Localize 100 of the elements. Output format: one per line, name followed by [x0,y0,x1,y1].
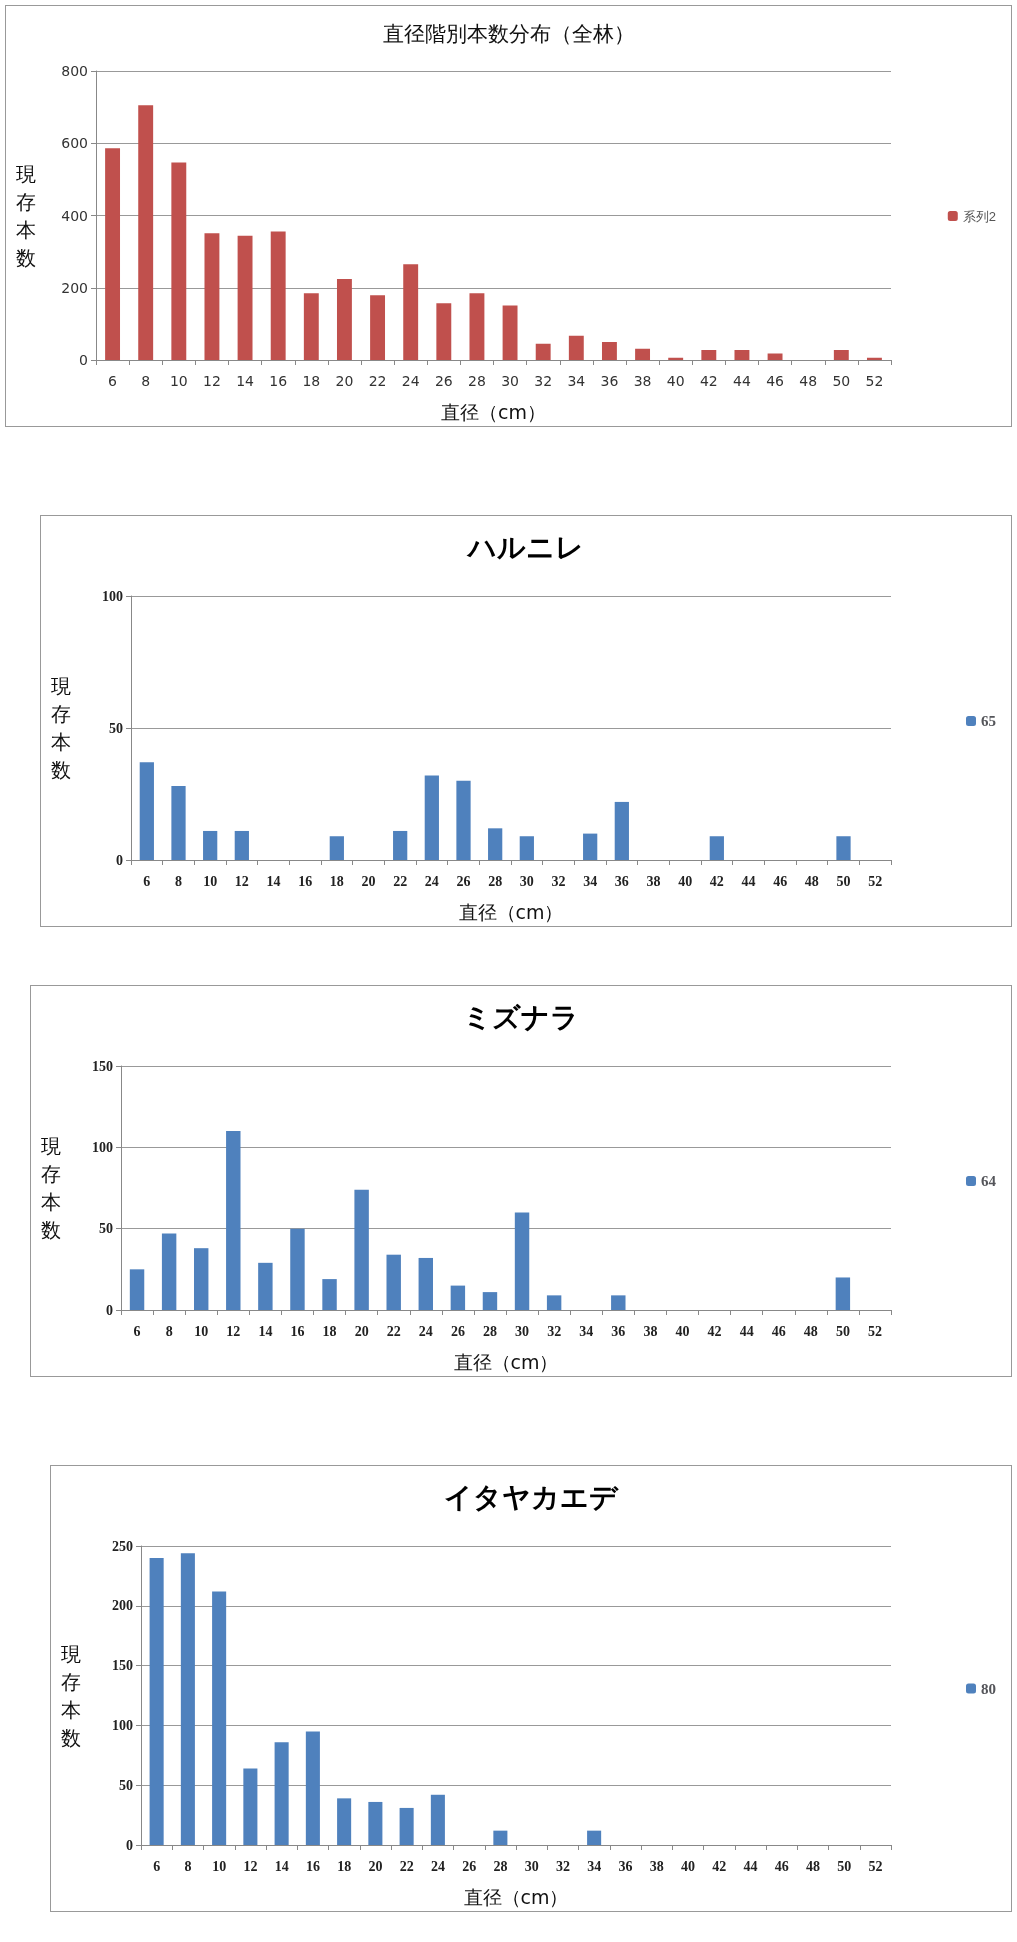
x-tick-label: 16 [290,1323,305,1339]
y-tick-label: 50 [109,720,123,736]
bar [336,279,352,360]
y-tick-label: 0 [126,1837,133,1853]
x-tick-label: 38 [643,1323,658,1339]
x-tick-label: 38 [646,873,661,889]
x-tick-label: 18 [302,373,321,389]
bar [568,335,584,360]
y-tick-label: 50 [119,1777,133,1793]
x-tick-label: 14 [274,1858,289,1874]
y-tick-label: 100 [112,1717,133,1733]
x-tick-label: 14 [258,1323,273,1339]
x-tick-label: 46 [766,373,785,389]
x-tick-label: 36 [618,1858,633,1874]
bar [668,357,684,360]
bar [488,828,503,860]
x-tick-label: 20 [368,1858,383,1874]
x-tick-label: 34 [587,1858,602,1874]
x-tick-label: 38 [633,373,652,389]
x-tick-label: 42 [699,373,718,389]
x-tick-label: 52 [868,873,883,889]
x-tick-label: 28 [488,873,503,889]
x-tick-label: 8 [175,873,182,889]
x-tick-label: 44 [733,373,751,389]
x-tick-label: 44 [743,1858,758,1874]
x-tick-label: 30 [515,1323,530,1339]
bar [424,775,439,860]
bar [337,1798,352,1845]
x-tick-label: 26 [450,1323,465,1339]
y-tick-label: 400 [61,207,88,224]
bar [493,1830,508,1845]
y-tick-label: 800 [61,63,88,79]
x-tick-label: 28 [468,373,486,389]
x-tick-label: 18 [322,1323,337,1339]
bar [305,1731,320,1845]
chart-title: 直径階別本数分布（全林） [382,22,635,45]
bar [322,1279,337,1310]
bar [519,836,534,860]
bar [835,1277,851,1310]
bar [204,233,220,360]
chart-title: ハルニレ [466,531,584,563]
y-tick-label: 0 [106,1302,113,1318]
y-tick-label: 100 [92,1139,113,1155]
chart-title: イタヤカエデ [444,1481,619,1513]
bar [270,231,286,360]
x-tick-label: 12 [234,873,249,889]
x-tick-label: 42 [712,1858,727,1874]
x-tick-label: 32 [547,1323,562,1339]
bar [370,295,386,360]
x-tick-label: 44 [741,873,756,889]
bar [212,1591,227,1845]
bar [450,1285,466,1310]
x-tick-label: 12 [203,373,221,389]
chart-title: ミズナラ [463,1001,579,1033]
x-tick-label: 48 [803,1323,818,1339]
x-tick-label: 48 [799,373,818,389]
x-tick-label: 12 [243,1858,258,1874]
y-tick-label: 100 [102,588,123,604]
y-tick-label: 200 [61,279,88,296]
x-tick-label: 20 [335,373,354,389]
x-tick-label: 8 [141,373,151,389]
bar [105,148,121,360]
bar [587,1830,602,1845]
bar [171,786,186,860]
x-tick-label: 28 [493,1858,508,1874]
x-tick-label: 38 [649,1858,664,1874]
x-tick-label: 32 [555,1858,570,1874]
x-tick-label: 22 [368,373,387,389]
x-tick-label: 10 [169,373,188,389]
bar [482,1292,498,1310]
x-tick-label: 46 [771,1323,786,1339]
x-tick-label: 42 [707,1323,722,1339]
x-tick-label: 18 [329,873,344,889]
x-tick-label: 52 [865,373,884,389]
x-tick-label: 30 [519,873,534,889]
y-tick-label: 200 [112,1598,133,1614]
x-tick-label: 40 [680,1858,695,1874]
y-tick-label: 50 [99,1221,113,1237]
bar [203,830,218,860]
bar [866,357,882,360]
x-tick-label: 8 [165,1323,173,1339]
x-tick-label: 18 [337,1858,352,1874]
x-tick-label: 8 [184,1858,192,1874]
y-tick-label: 0 [116,852,123,868]
bar [243,1768,258,1845]
y-tick-label: 0 [79,352,88,368]
x-tick-label: 44 [739,1323,754,1339]
x-tick-label: 22 [393,873,408,889]
y-tick-label: 150 [92,1058,113,1074]
bar [430,1794,445,1845]
bar [535,343,551,360]
legend-label: 64 [981,1173,997,1189]
x-tick-label: 52 [867,1323,882,1339]
x-tick-label: 36 [600,373,619,389]
x-tick-label: 40 [678,873,693,889]
bar [138,105,154,360]
x-tick-label: 48 [804,873,819,889]
x-tick-label: 10 [212,1858,227,1874]
bar [303,293,319,360]
bar [546,1295,562,1310]
